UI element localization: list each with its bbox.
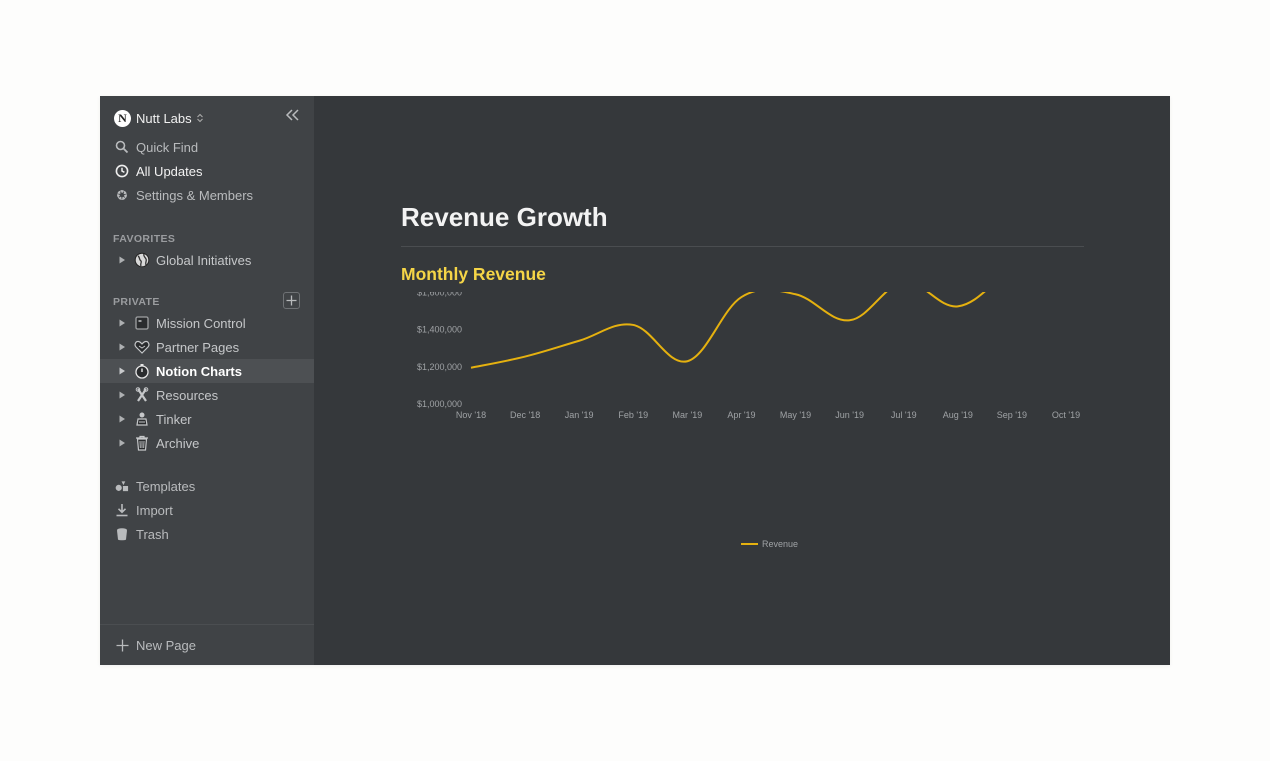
nav-settings-members[interactable]: Settings & Members bbox=[100, 183, 314, 207]
nav-label: Settings & Members bbox=[136, 187, 254, 203]
y-tick-label: $1,000,000 bbox=[417, 399, 462, 409]
nav-label: All Updates bbox=[136, 163, 203, 179]
page-resources[interactable]: Resources bbox=[100, 383, 314, 407]
y-tick-label: $1,200,000 bbox=[417, 362, 462, 372]
nav-label: Import bbox=[136, 502, 173, 518]
x-tick-label: Sep '19 bbox=[997, 410, 1027, 420]
page-label: Tinker bbox=[156, 411, 192, 427]
nav-trash[interactable]: Trash bbox=[100, 522, 314, 546]
page-label: Partner Pages bbox=[156, 339, 240, 355]
sidebar: N Nutt Labs Quick Find All Updates Setti… bbox=[100, 96, 314, 665]
page-mission-control[interactable]: Mission Control bbox=[100, 311, 314, 335]
nav-label: Trash bbox=[136, 526, 169, 542]
expand-triangle-icon[interactable] bbox=[118, 391, 126, 399]
collapse-sidebar-icon[interactable] bbox=[283, 107, 303, 123]
plus-icon bbox=[116, 639, 129, 651]
main-content: Revenue Growth Monthly Revenue $1,000,00… bbox=[314, 96, 1170, 665]
globe-icon bbox=[134, 252, 150, 268]
search-icon bbox=[115, 140, 129, 154]
page-tinker[interactable]: Tinker bbox=[100, 407, 314, 431]
page-label: Archive bbox=[156, 435, 200, 451]
trash-icon bbox=[117, 528, 127, 541]
nav-import[interactable]: Import bbox=[100, 498, 314, 522]
x-tick-label: Oct '19 bbox=[1052, 410, 1080, 420]
nav-all-updates[interactable]: All Updates bbox=[100, 159, 314, 183]
workspace-switcher[interactable]: N Nutt Labs bbox=[114, 108, 204, 128]
x-tick-label: Aug '19 bbox=[943, 410, 973, 420]
x-tick-label: Apr '19 bbox=[727, 410, 755, 420]
private-label: PRIVATE bbox=[113, 296, 160, 308]
new-page-button[interactable]: New Page bbox=[100, 624, 314, 665]
handshake-icon bbox=[134, 340, 150, 354]
page-icon bbox=[135, 316, 149, 330]
x-tick-label: Mar '19 bbox=[672, 410, 702, 420]
page-notion-charts[interactable]: Notion Charts bbox=[100, 359, 314, 383]
app-window: N Nutt Labs Quick Find All Updates Setti… bbox=[100, 96, 1170, 665]
expand-triangle-icon[interactable] bbox=[118, 439, 126, 447]
page-title: Revenue Growth bbox=[401, 202, 608, 232]
x-tick-label: Nov '18 bbox=[456, 410, 486, 420]
expand-triangle-icon[interactable] bbox=[118, 343, 126, 351]
x-tick-label: Dec '18 bbox=[510, 410, 540, 420]
revenue-line-chart: $1,000,000 $1,200,000 $1,400,000 $1,600,000… bbox=[417, 292, 1080, 549]
page-label: Notion Charts bbox=[156, 363, 242, 379]
expand-triangle-icon[interactable] bbox=[118, 415, 126, 423]
favorites-label: FAVORITES bbox=[113, 233, 176, 245]
legend-label: Revenue bbox=[762, 539, 798, 549]
workspace-name: Nutt Labs bbox=[136, 110, 192, 126]
title-divider bbox=[401, 246, 1084, 247]
x-tick-label: Jan '19 bbox=[565, 410, 594, 420]
page-label: Global Initiatives bbox=[156, 252, 252, 268]
expand-triangle-icon[interactable] bbox=[118, 367, 126, 375]
page-archive[interactable]: Archive bbox=[100, 431, 314, 455]
new-page-label: New Page bbox=[136, 637, 196, 653]
expand-triangle-icon[interactable] bbox=[118, 256, 126, 264]
plus-icon bbox=[286, 295, 297, 306]
download-icon bbox=[116, 504, 128, 517]
y-tick-label: $1,400,000 bbox=[417, 325, 462, 335]
chart-heading: Monthly Revenue bbox=[401, 264, 546, 284]
add-page-button[interactable] bbox=[283, 292, 300, 309]
workspace-logo: N bbox=[114, 109, 131, 127]
page-label: Mission Control bbox=[156, 315, 246, 331]
page-partner-pages[interactable]: Partner Pages bbox=[100, 335, 314, 359]
y-tick-label: $1,600,000 bbox=[417, 292, 462, 297]
toolbox-icon bbox=[135, 387, 149, 402]
nav-quick-find[interactable]: Quick Find bbox=[100, 135, 314, 159]
person-icon bbox=[136, 412, 148, 426]
x-tick-label: Feb '19 bbox=[618, 410, 648, 420]
expand-triangle-icon[interactable] bbox=[118, 319, 126, 327]
x-tick-label: Jun '19 bbox=[835, 410, 864, 420]
nav-label: Templates bbox=[136, 478, 196, 494]
stopwatch-icon bbox=[135, 364, 149, 379]
nav-templates[interactable]: Templates bbox=[100, 474, 314, 498]
nav-label: Quick Find bbox=[136, 139, 199, 155]
clock-icon bbox=[115, 164, 129, 178]
shapes-icon bbox=[115, 481, 129, 492]
x-tick-label: May '19 bbox=[780, 410, 811, 420]
revenue-series-line bbox=[470, 292, 986, 369]
page-global-initiatives[interactable]: Global Initiatives bbox=[100, 248, 314, 272]
page-label: Resources bbox=[156, 387, 219, 403]
trash-bin-icon bbox=[136, 435, 148, 451]
chevron-updown-icon bbox=[196, 113, 203, 123]
gear-icon bbox=[117, 190, 127, 200]
x-tick-label: Jul '19 bbox=[891, 410, 917, 420]
